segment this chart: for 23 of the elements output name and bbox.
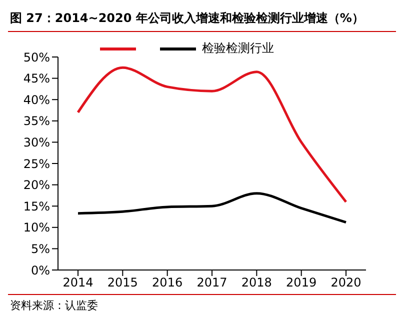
y-tick-label: 10% [23, 220, 50, 235]
text: 资料来源：认监委 [10, 298, 99, 313]
y-tick-label: 45% [23, 72, 50, 86]
line-series [76, 192, 348, 224]
y-tick-label: 25% [23, 156, 50, 171]
y-tick-label: 0% [30, 263, 50, 278]
x-tick-label: 2020 [330, 276, 362, 290]
y-tick-label: 20% [23, 178, 50, 192]
x-tick-label: 2014 [62, 276, 94, 290]
x-tick-label: 2017 [196, 276, 228, 290]
x-tick-label: 2016 [152, 276, 183, 290]
x-tick-label: 2019 [286, 276, 317, 290]
x-tick-label: 2015 [107, 276, 138, 290]
legend-label: 检验检测行业 [202, 40, 274, 57]
y-tick-label: 15% [23, 199, 50, 214]
chart-title: 图 27：2014~2020 年公司收入增速和检验检测行业增速（%） [8, 8, 396, 32]
y-tick-label: 50% [23, 50, 50, 64]
line-series [76, 66, 348, 204]
y-tick-label: 35% [23, 114, 50, 128]
x-tick-label: 2018 [241, 276, 272, 290]
y-tick-label: 5% [30, 242, 50, 256]
y-tick-label: 40% [23, 92, 50, 107]
y-tick-label: 30% [23, 135, 50, 150]
